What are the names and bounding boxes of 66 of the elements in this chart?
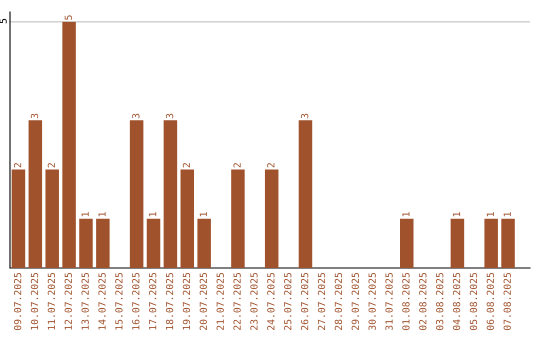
x-tick-label: 31.07.2025	[385, 272, 393, 330]
bar	[62, 22, 76, 268]
bar	[45, 170, 59, 268]
x-tick-label: 13.07.2025	[81, 272, 89, 330]
x-tick-label: 23.07.2025	[250, 272, 258, 330]
bar	[264, 170, 278, 268]
data-label: 2	[233, 163, 241, 168]
x-tick-label: 21.07.2025	[216, 272, 224, 330]
bar	[96, 218, 110, 268]
x-tick-label: 16.07.2025	[132, 272, 140, 330]
bar	[197, 218, 211, 268]
x-tick-label: 18.07.2025	[166, 272, 174, 330]
data-label: 1	[98, 212, 106, 216]
data-label: 5	[64, 15, 72, 20]
x-tick-label: 09.07.2025	[14, 272, 22, 330]
x-tick-label: 28.07.2025	[334, 272, 342, 330]
data-label: 3	[30, 114, 38, 118]
bar	[146, 218, 160, 268]
bar	[484, 218, 498, 268]
data-label: 1	[402, 212, 410, 216]
x-tick-label: 14.07.2025	[98, 272, 106, 330]
data-label: 1	[149, 212, 156, 216]
bar	[231, 170, 245, 268]
x-tick-label: 07.08.2025	[504, 272, 511, 330]
x-tick-label: 24.07.2025	[267, 272, 275, 330]
x-tick-label: 19.07.2025	[182, 272, 190, 330]
bar	[130, 120, 144, 268]
x-tick-label: 29.07.2025	[352, 272, 359, 330]
bar	[298, 120, 312, 268]
data-label: 1	[200, 212, 207, 216]
x-tick-label: 10.07.2025	[30, 272, 38, 330]
data-label: 2	[48, 163, 55, 168]
x-tick-label: 02.08.2025	[419, 272, 426, 330]
x-tick-label: 26.07.2025	[300, 272, 308, 330]
x-tick-label: 11.07.2025	[48, 272, 56, 330]
x-tick-label: 30.07.2025	[368, 272, 376, 330]
x-tick-label: 17.07.2025	[149, 272, 156, 330]
x-tick-label: 03.08.2025	[436, 272, 444, 330]
bar	[164, 120, 178, 268]
x-tick-label: 20.07.2025	[200, 272, 208, 330]
x-tick-label: 04.08.2025	[452, 272, 460, 330]
data-label: 1	[486, 212, 494, 216]
data-label: 2	[182, 163, 190, 168]
data-label: 2	[14, 163, 22, 168]
data-label: 1	[453, 212, 460, 216]
x-tick-label: 25.07.2025	[284, 272, 292, 330]
bar	[28, 120, 42, 268]
bar	[501, 218, 515, 268]
bar	[12, 170, 26, 268]
x-tick-label: 12.07.2025	[64, 272, 72, 330]
x-tick-label: 27.07.2025	[318, 272, 326, 330]
data-label: 3	[166, 114, 174, 118]
x-tick-label: 05.08.2025	[470, 272, 478, 330]
x-tick-label: 06.08.2025	[486, 272, 494, 330]
data-label: 3	[132, 114, 140, 118]
bar	[180, 170, 194, 268]
bar	[400, 218, 414, 268]
x-tick-label: 01.08.2025	[402, 272, 410, 330]
bar	[79, 218, 93, 268]
data-label: 2	[267, 163, 274, 168]
data-label: 1	[82, 212, 89, 216]
bar	[450, 218, 464, 268]
data-label: 1	[504, 212, 511, 216]
data-label: 3	[300, 114, 308, 118]
x-tick-label: 15.07.2025	[115, 272, 123, 330]
x-tick-label: 22.07.2025	[233, 272, 241, 330]
